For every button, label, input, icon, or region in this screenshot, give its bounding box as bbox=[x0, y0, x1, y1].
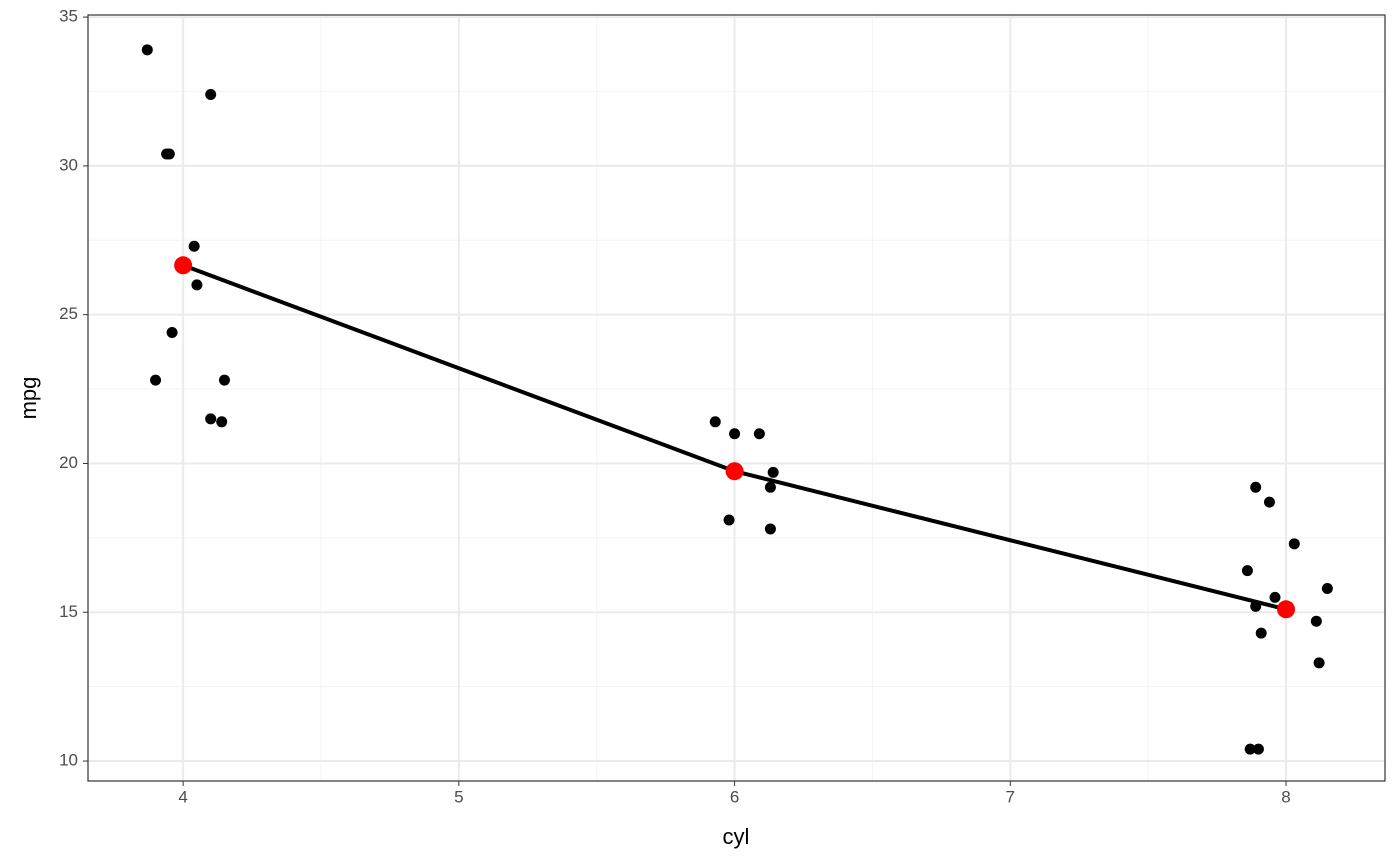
panel-border bbox=[87, 14, 1386, 782]
point bbox=[709, 416, 721, 428]
point bbox=[1241, 565, 1253, 577]
x-tick-label: 4 bbox=[178, 787, 187, 806]
y-axis-title: mpg bbox=[16, 377, 41, 420]
x-tick-label: 6 bbox=[730, 787, 739, 806]
point bbox=[1244, 743, 1256, 755]
x-axis-title: cyl bbox=[723, 824, 750, 849]
point bbox=[163, 148, 175, 160]
point bbox=[150, 374, 162, 386]
point bbox=[764, 523, 776, 535]
point bbox=[1263, 496, 1275, 508]
point bbox=[1288, 538, 1300, 550]
point bbox=[1269, 591, 1281, 603]
point bbox=[191, 279, 203, 291]
x-tick-label: 7 bbox=[1006, 787, 1015, 806]
point bbox=[216, 416, 228, 428]
point bbox=[764, 481, 776, 493]
point bbox=[753, 428, 765, 440]
point bbox=[205, 88, 217, 100]
point bbox=[723, 514, 735, 526]
y-tick-label: 35 bbox=[59, 7, 78, 26]
point bbox=[1310, 615, 1322, 627]
y-tick-label: 15 bbox=[59, 602, 78, 621]
x-tick-label: 8 bbox=[1281, 787, 1290, 806]
y-tick-label: 20 bbox=[59, 453, 78, 472]
point bbox=[1255, 627, 1267, 639]
x-tick-label: 5 bbox=[454, 787, 463, 806]
mean-point bbox=[725, 462, 744, 481]
point bbox=[1252, 743, 1264, 755]
point bbox=[1250, 481, 1262, 493]
point bbox=[767, 466, 779, 478]
point bbox=[188, 240, 200, 252]
y-tick-label: 10 bbox=[59, 751, 78, 770]
point bbox=[1321, 582, 1333, 594]
mean-point bbox=[1277, 600, 1296, 619]
point bbox=[1313, 657, 1325, 669]
point bbox=[218, 374, 230, 386]
point bbox=[729, 428, 741, 440]
point bbox=[141, 44, 153, 56]
point bbox=[166, 327, 178, 339]
mean-point bbox=[174, 256, 193, 275]
point bbox=[205, 413, 217, 425]
y-tick-label: 30 bbox=[59, 155, 78, 174]
y-tick-label: 25 bbox=[59, 304, 78, 323]
